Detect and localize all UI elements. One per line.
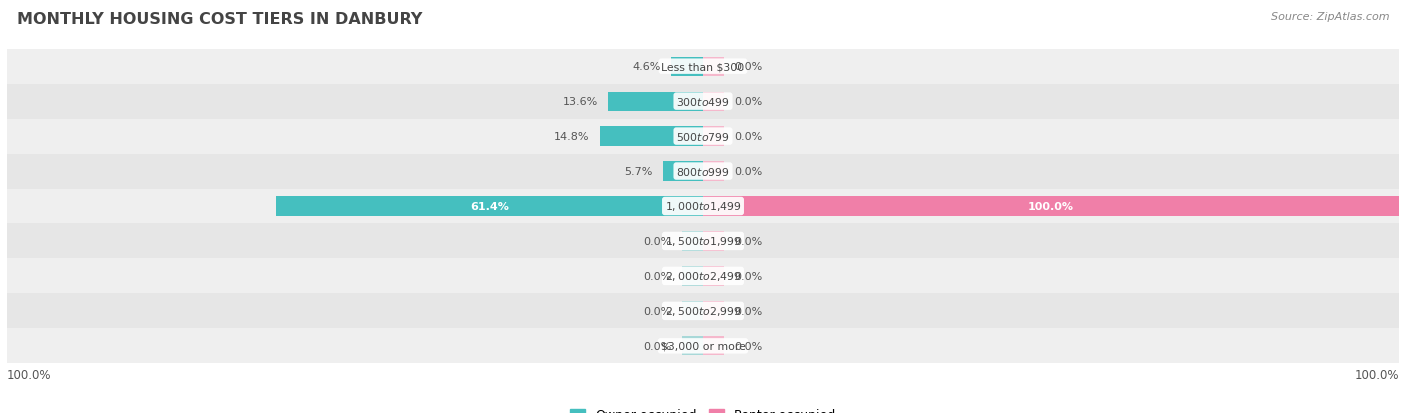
Text: $1,500 to $1,999: $1,500 to $1,999 [665,235,741,248]
Text: 0.0%: 0.0% [734,62,762,72]
Text: $800 to $999: $800 to $999 [676,166,730,178]
Bar [7,50,1399,84]
Text: $2,500 to $2,999: $2,500 to $2,999 [665,305,741,318]
Text: $500 to $799: $500 to $799 [676,131,730,143]
Bar [703,197,1399,216]
Text: 14.8%: 14.8% [554,132,589,142]
Text: 61.4%: 61.4% [470,202,509,211]
Bar [682,301,703,321]
Bar [671,57,703,76]
Bar [276,197,703,216]
Text: 0.0%: 0.0% [644,236,672,247]
Bar [703,337,724,356]
Bar [703,162,724,181]
Text: 0.0%: 0.0% [734,132,762,142]
Text: 0.0%: 0.0% [644,341,672,351]
Legend: Owner-occupied, Renter-occupied: Owner-occupied, Renter-occupied [565,404,841,413]
Bar [703,232,724,251]
Bar [682,232,703,251]
Bar [703,267,724,286]
Bar [7,329,1399,363]
Bar [703,301,724,321]
Bar [7,294,1399,329]
Text: $3,000 or more: $3,000 or more [661,341,745,351]
Text: 100.0%: 100.0% [1028,202,1074,211]
Text: 100.0%: 100.0% [7,368,52,381]
Text: 13.6%: 13.6% [562,97,598,107]
Bar [682,337,703,356]
Text: 0.0%: 0.0% [734,271,762,281]
Bar [703,92,724,112]
Bar [7,119,1399,154]
Bar [7,259,1399,294]
Text: 0.0%: 0.0% [734,97,762,107]
Bar [682,267,703,286]
Bar [600,127,703,146]
Text: 0.0%: 0.0% [734,236,762,247]
Text: MONTHLY HOUSING COST TIERS IN DANBURY: MONTHLY HOUSING COST TIERS IN DANBURY [17,12,422,27]
Text: 0.0%: 0.0% [644,271,672,281]
Bar [7,84,1399,119]
Bar [703,57,724,76]
Bar [703,127,724,146]
Text: 0.0%: 0.0% [644,306,672,316]
Text: $300 to $499: $300 to $499 [676,96,730,108]
Text: 100.0%: 100.0% [1354,368,1399,381]
Text: $2,000 to $2,499: $2,000 to $2,499 [665,270,741,283]
Text: 5.7%: 5.7% [624,166,652,177]
Text: 0.0%: 0.0% [734,166,762,177]
Bar [664,162,703,181]
Text: 0.0%: 0.0% [734,341,762,351]
Text: 4.6%: 4.6% [633,62,661,72]
Text: Less than $300: Less than $300 [661,62,745,72]
Bar [7,189,1399,224]
Bar [609,92,703,112]
Bar [7,154,1399,189]
Text: Source: ZipAtlas.com: Source: ZipAtlas.com [1271,12,1389,22]
Bar [7,224,1399,259]
Text: 0.0%: 0.0% [734,306,762,316]
Text: $1,000 to $1,499: $1,000 to $1,499 [665,200,741,213]
